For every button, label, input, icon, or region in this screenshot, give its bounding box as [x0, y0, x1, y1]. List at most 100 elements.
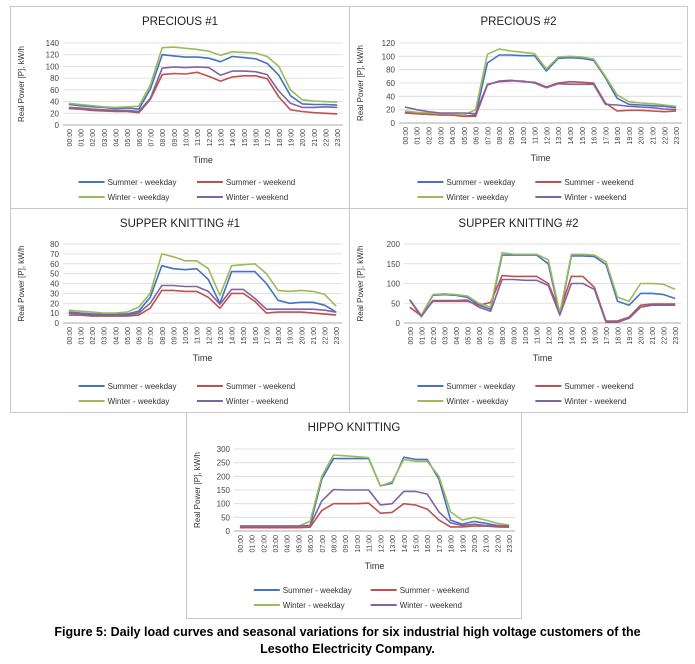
x-tick-label: 03:00: [442, 327, 449, 345]
x-tick-label: 04:00: [450, 127, 457, 145]
y-tick-label: 120: [382, 39, 396, 48]
x-tick-label: 20:00: [300, 129, 307, 147]
x-tick-label: 19:00: [460, 535, 467, 553]
legend-label-winter-weekend: Winter - weekend: [226, 397, 288, 406]
x-tick-label: 15:00: [581, 327, 588, 345]
x-tick-label: 07:00: [149, 129, 156, 147]
x-tick-label: 02:00: [431, 327, 438, 345]
x-tick-label: 10:00: [521, 127, 528, 145]
x-tick-label: 04:00: [285, 535, 292, 553]
x-tick-label: 15:00: [413, 535, 420, 553]
x-tick-label: 08:00: [500, 327, 507, 345]
x-tick-label: 02:00: [90, 129, 97, 147]
x-tick-label: 20:00: [639, 127, 646, 145]
y-tick-label: 60: [386, 79, 395, 88]
legend-label-summer-weekday: Summer - weekday: [108, 178, 177, 187]
legend-label-winter-weekday: Winter - weekday: [446, 193, 508, 202]
x-tick-label: 17:00: [603, 127, 610, 145]
x-tick-label: 21:00: [484, 535, 491, 553]
x-tick-label: 03:00: [102, 327, 109, 345]
y-tick-label: 150: [387, 260, 401, 269]
series-line-winter-weekday: [68, 46, 338, 109]
figure-caption-line-2: Lesotho Electricity Company.: [260, 642, 435, 656]
chart-panel-hippo-knitting: HIPPO KNITTING 0 50 100 150 200 250 300 00:00 01:…: [186, 412, 522, 619]
x-tick-label: 18:00: [277, 129, 284, 147]
x-tick-label: 10:00: [523, 327, 530, 345]
figure-caption-line-1: Figure 5: Daily load curves and seasonal…: [54, 625, 641, 639]
series-line-summer-weekday: [68, 53, 338, 110]
x-tick-label: 17:00: [264, 327, 271, 345]
x-tick-label: 04:00: [113, 327, 120, 345]
y-tick-label: 0: [55, 121, 60, 130]
x-axis-label: Time: [531, 153, 551, 163]
y-tick-label: 100: [382, 52, 396, 61]
legend-label-winter-weekday: Winter - weekday: [446, 397, 508, 406]
x-tick-label: 18:00: [615, 127, 622, 145]
legend-label-winter-weekend: Winter - weekend: [400, 601, 462, 610]
y-axis-label: Real Power [P], kW/h: [17, 245, 26, 321]
legend-label-summer-weekday: Summer - weekday: [283, 586, 352, 595]
y-tick-label: 40: [50, 280, 59, 289]
x-tick-label: 13:00: [390, 535, 397, 553]
legend-label-summer-weekend: Summer - weekend: [400, 586, 469, 595]
x-tick-label: 07:00: [320, 535, 327, 553]
x-axis-label: Time: [193, 155, 213, 165]
x-tick-label: 05:00: [296, 535, 303, 553]
y-tick-label: 70: [50, 250, 59, 259]
y-tick-label: 20: [50, 299, 59, 308]
x-tick-label: 20:00: [299, 327, 306, 345]
x-tick-label: 17:00: [437, 535, 444, 553]
x-tick-label: 14:00: [568, 127, 575, 145]
chart-svg-hippo-knitting: HIPPO KNITTING 0 50 100 150 200 250 300 00:00 01:…: [193, 422, 515, 610]
x-tick-label: 13:00: [219, 129, 226, 147]
x-tick-label: 23:00: [334, 327, 341, 345]
x-tick-label: 22:00: [662, 127, 669, 145]
series-line-summer-weekend: [68, 289, 337, 317]
x-tick-label: 02:00: [426, 127, 433, 145]
y-tick-label: 30: [50, 289, 59, 298]
x-tick-label: 05:00: [462, 127, 469, 145]
x-tick-label: 11:00: [195, 327, 202, 344]
x-tick-label: 21:00: [311, 327, 318, 345]
chart-panel-precious-2: PRECIOUS #2 0 20 40 60 80 100 120 00:00 01:00 02:0…: [349, 6, 688, 209]
y-axis-label: Real Power [P], kW/h: [356, 45, 365, 121]
x-tick-label: 00:00: [67, 327, 74, 345]
x-tick-label: 17:00: [265, 129, 272, 147]
x-tick-label: 00:00: [67, 129, 74, 147]
legend-label-summer-weekday: Summer - weekday: [446, 178, 515, 187]
x-tick-label: 18:00: [616, 327, 623, 345]
x-tick-label: 19:00: [288, 327, 295, 345]
x-tick-label: 08:00: [332, 535, 339, 553]
x-tick-label: 04:00: [114, 129, 121, 147]
chart-title: HIPPO KNITTING: [308, 422, 401, 434]
x-tick-label: 15:00: [242, 129, 249, 147]
y-tick-label: 40: [386, 92, 395, 101]
y-tick-label: 50: [391, 299, 400, 308]
chart-title: SUPPER KNITTING #2: [458, 218, 578, 230]
y-tick-label: 0: [55, 319, 60, 328]
legend-label-summer-weekend: Summer - weekend: [226, 178, 295, 187]
x-tick-label: 16:00: [592, 127, 599, 145]
x-tick-label: 16:00: [592, 327, 599, 345]
x-axis-label: Time: [365, 561, 385, 571]
x-tick-label: 12:00: [207, 129, 214, 147]
chart-panel-precious-1: PRECIOUS #1 0 20 40 60 80 100 120 140 00:00 01:00 0…: [10, 6, 350, 209]
x-tick-label: 13:00: [556, 127, 563, 145]
y-tick-label: 20: [386, 106, 395, 115]
series-line-winter-weekend: [409, 278, 676, 323]
y-tick-label: 100: [217, 500, 231, 509]
x-tick-label: 15:00: [580, 127, 587, 145]
chart-title: PRECIOUS #2: [480, 16, 556, 28]
x-tick-label: 03:00: [438, 127, 445, 145]
legend-label-winter-weekend: Winter - weekend: [564, 397, 626, 406]
x-tick-label: 10:00: [184, 129, 191, 147]
x-tick-label: 23:00: [673, 327, 680, 345]
x-tick-label: 12:00: [206, 327, 213, 345]
y-tick-label: 80: [50, 74, 59, 83]
y-tick-label: 40: [50, 98, 59, 107]
x-tick-label: 01:00: [419, 327, 426, 345]
x-tick-label: 12:00: [378, 535, 385, 553]
y-tick-label: 300: [217, 445, 231, 454]
legend-label-winter-weekend: Winter - weekend: [564, 193, 626, 202]
y-tick-label: 250: [217, 459, 231, 468]
